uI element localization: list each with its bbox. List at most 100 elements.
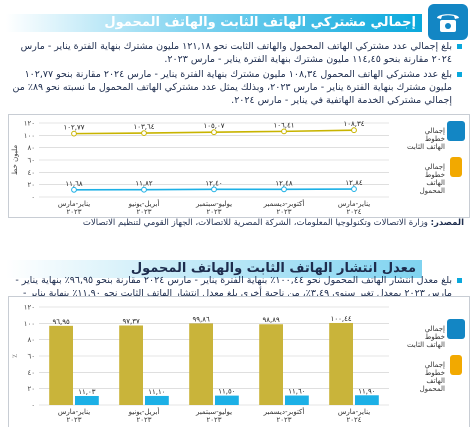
data-label: ١٠٨,٣٤ (343, 120, 364, 128)
mobile-phone-icon (450, 355, 462, 375)
y-tick-label: ١٠٠ (24, 320, 35, 328)
source-label: المصدر: (430, 218, 464, 228)
bullet-item: بلغ إجمالي عدد مشتركي الهاتف المحمول وال… (8, 40, 462, 66)
x-tick-label: ٢٠٢٣ (136, 208, 151, 216)
y-tick-label: ٠ (31, 194, 35, 202)
bar (355, 395, 379, 405)
x-tick-label: ٢٠٢٣ (66, 208, 81, 216)
x-tick-label: ٢٠٢٣ (276, 208, 291, 216)
source-note: المصدر: وزارة الاتصالات وتكنولوجيا المعل… (83, 218, 464, 228)
data-label: ١٠٥,٠٧ (203, 122, 224, 130)
x-tick-label: أبريل-يونيو (128, 407, 160, 416)
data-point (281, 186, 287, 193)
legend-label: إجمالي خطوط الهاتف الثابت (406, 127, 445, 151)
x-tick-label: أبريل-يونيو (128, 199, 160, 208)
x-tick-label: يناير-مارس (58, 408, 90, 416)
legend-item-fixed: إجمالي خطوط الهاتف الثابت (403, 319, 465, 355)
y-axis-unit: ٪ (11, 354, 19, 358)
data-label: ١٢,٤٠ (205, 179, 222, 187)
legend-label: إجمالي خطوط الهاتف المحمول (419, 361, 445, 393)
x-tick-label: ٢٠٢٣ (276, 416, 291, 424)
chart-legend: إجمالي خطوط الهاتف الثابت إجمالي خطوط ال… (403, 319, 465, 393)
phone-icon (428, 4, 468, 40)
data-label: ٩٩,٨٦ (192, 315, 210, 323)
data-point (211, 186, 217, 193)
y-tick-label: ٨٠ (27, 336, 35, 344)
data-point (71, 130, 77, 137)
y-tick-label: ٦٠ (27, 157, 35, 165)
x-tick-label: أكتوبر-ديسمبر (263, 199, 305, 208)
y-tick-label: ١٢٠ (24, 120, 35, 128)
y-tick-label: ٠ (31, 402, 35, 410)
source-text: وزارة الاتصالات وتكنولوجيا المعلومات، ال… (82, 218, 428, 228)
data-label: ١١,٨٢ (135, 180, 153, 188)
data-label: ١١,٦٠ (288, 388, 305, 396)
mobile-phone-icon (450, 157, 462, 177)
bar (285, 395, 309, 405)
data-label: ١١,٥٠ (218, 388, 235, 396)
bar (75, 395, 99, 405)
phone-icon (447, 319, 465, 339)
bar (259, 324, 283, 405)
subscribers-panel: إجمالي مشتركي الهاتف الثابت والهاتف المح… (6, 4, 470, 228)
y-tick-label: ١٠٠ (24, 132, 35, 140)
data-point (141, 186, 147, 193)
x-tick-label: ٢٠٢٣ (206, 208, 221, 216)
legend-label: إجمالي خطوط الهاتف الثابت (406, 325, 445, 349)
chart-legend: إجمالي خطوط الهاتف الثابت إجمالي خطوط ال… (403, 121, 465, 195)
x-tick-label: يوليو-سبتمبر (195, 200, 232, 208)
x-tick-label: ٢٠٢٣ (66, 416, 81, 424)
bullet-item: بلغ عدد مشتركي الهاتف المحمول ١٠٨,٣٤ ملي… (8, 68, 462, 107)
data-point (141, 130, 147, 136)
data-point (211, 129, 217, 136)
data-label: ٩٦,٩٥ (52, 318, 70, 326)
y-tick-label: ١٢٠ (24, 304, 35, 312)
data-label: ١٢,٨٤ (345, 179, 363, 187)
bar (119, 325, 143, 405)
data-point (351, 127, 357, 134)
panel-title: إجمالي مشتركي الهاتف الثابت والهاتف المح… (6, 14, 422, 32)
x-tick-label: يناير-مارس (338, 200, 370, 208)
data-point (351, 186, 357, 192)
x-tick-label: أكتوبر-ديسمبر (263, 407, 305, 416)
y-tick-label: ٢٠ (27, 385, 35, 393)
data-label: ٩٧,٣٧ (122, 317, 140, 325)
bar (189, 323, 213, 405)
phone-icon (447, 121, 465, 141)
bar (145, 395, 169, 405)
y-tick-label: ٤٠ (27, 369, 35, 377)
legend-item-mobile: إجمالي خطوط الهاتف المحمول (403, 355, 465, 393)
data-label: ١١,٩٠ (358, 387, 375, 395)
data-label: ١٢,٤٨ (275, 179, 293, 187)
legend-item-mobile: إجمالي خطوط الهاتف المحمول (403, 157, 465, 195)
penetration-panel: معدل انتشار الهاتف الثابت والهاتف المحمو… (0, 250, 474, 428)
penetration-bar-chart: ٠٢٠٤٠٦٠٨٠١٠٠١٢٠٪يناير-مارس٢٠٢٣أبريل-يوني… (11, 304, 389, 424)
data-label: ١١,١٠ (148, 388, 165, 396)
bullet-list: بلغ معدل انتشار الهاتف المحمول نحو ١٠٠,٤… (8, 274, 462, 315)
data-label: ١٠٠,٤٤ (331, 315, 352, 323)
bullet-item: بلغ معدل انتشار الهاتف المحمول نحو ١٠٠,٤… (8, 274, 462, 313)
bar (329, 322, 353, 405)
bar (215, 395, 239, 405)
x-tick-label: ٢٠٢٣ (136, 416, 151, 424)
x-tick-label: ٢٠٢٣ (206, 416, 221, 424)
data-label: ١٠٢,٧٧ (63, 124, 84, 132)
x-tick-label: يناير-مارس (338, 408, 370, 416)
panel-title: معدل انتشار الهاتف الثابت والهاتف المحمو… (6, 260, 422, 278)
legend-label: إجمالي خطوط الهاتف المحمول (419, 163, 445, 195)
y-tick-label: ٨٠ (27, 144, 35, 152)
data-label: ١٠٣,٦٤ (133, 123, 154, 131)
data-label: ٩٨,٨٩ (262, 316, 280, 324)
data-label: ١١,٦٨ (65, 180, 83, 188)
data-point (71, 186, 77, 193)
y-tick-label: ٦٠ (27, 353, 35, 361)
legend-item-fixed: إجمالي خطوط الهاتف الثابت (403, 121, 465, 157)
x-tick-label: ٢٠٢٤ (346, 208, 361, 216)
bar-chart-box: ٠ ٢٠ ٤٠ ٦٠ ٨٠ ١٠٠ ١٢٠ ٪ يناير-مارس ٢٠٢٣ أبريل-يوني… (8, 296, 470, 427)
data-point (281, 128, 287, 135)
x-tick-label: يناير-مارس (58, 200, 90, 208)
line-chart-box: ٠ ٢٠ ٤٠ ٦٠ ٨٠ ١٠٠ ١٢٠ مليون خط يناير-مارس ٢٠٢٣ أبر… (8, 114, 470, 218)
bar (49, 325, 73, 405)
data-label: ١٠٦,٤١ (273, 121, 294, 129)
